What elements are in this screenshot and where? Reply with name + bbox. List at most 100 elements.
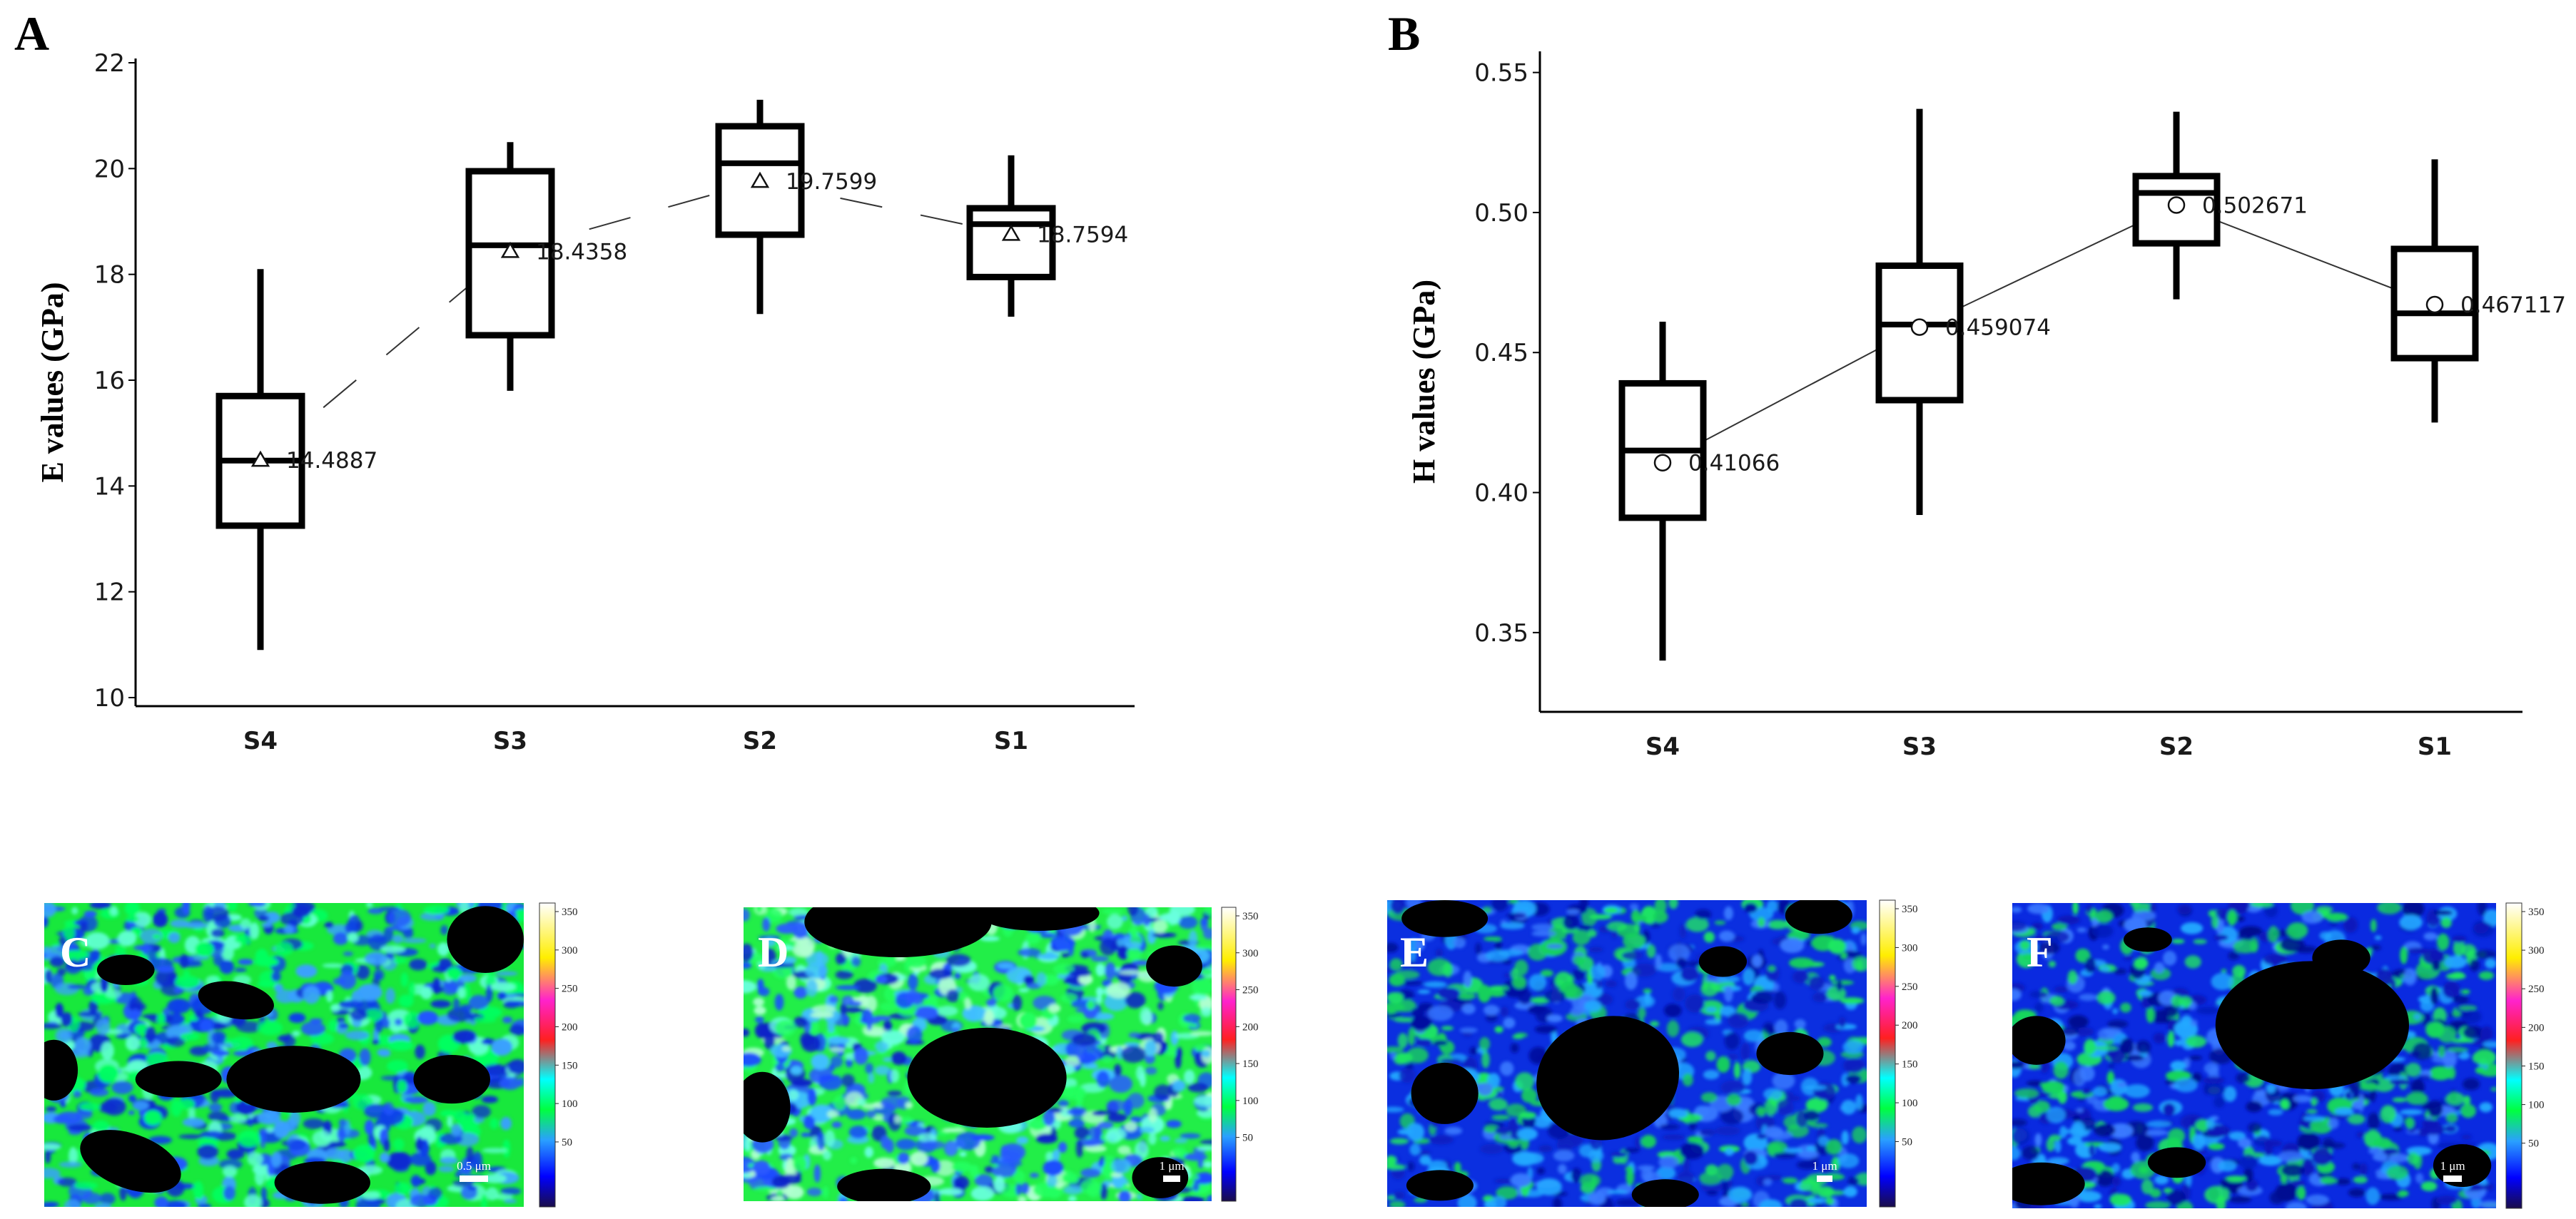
map-speckle	[823, 1186, 829, 1199]
map-speckle	[2294, 946, 2318, 954]
map-speckle	[1117, 945, 1130, 960]
map-speckle	[2418, 1074, 2431, 1081]
map-speckle	[2221, 969, 2227, 974]
map-speckle	[844, 1052, 857, 1061]
map-speckle	[2263, 953, 2288, 966]
map-speckle	[1827, 936, 1835, 941]
map-speckle	[2398, 1190, 2409, 1197]
map-speckle	[500, 1117, 512, 1131]
mean-data-label: 0.41066	[1688, 451, 1780, 476]
map-speckle	[744, 1173, 751, 1178]
map-speckle	[1433, 1040, 1448, 1046]
map-speckle	[865, 1063, 873, 1074]
map-speckle	[479, 1006, 502, 1019]
map-speckle	[2107, 1019, 2129, 1029]
map-speckle	[347, 932, 358, 943]
mean-data-label: 14.4887	[286, 448, 377, 474]
map-speckle	[1572, 930, 1591, 945]
colorbar-tick-label: 100	[2528, 1100, 2545, 1111]
map-speckle	[1052, 1148, 1060, 1162]
map-speckle	[921, 1140, 945, 1150]
map-speckle	[1457, 1194, 1477, 1207]
map-speckle	[171, 1098, 183, 1117]
y-tick-label: 0.45	[1474, 339, 1528, 367]
map-speckle	[813, 1164, 821, 1183]
map-speckle	[1634, 1136, 1643, 1150]
map-speckle	[1123, 1098, 1132, 1116]
map-speckle	[2191, 1073, 2202, 1083]
map-speckle	[1631, 909, 1641, 923]
map-speckle	[2012, 920, 2027, 932]
map-speckle	[830, 1056, 843, 1068]
map-speckle	[338, 1118, 347, 1128]
map-speckle	[1666, 1020, 1680, 1038]
map-speckle	[896, 1138, 916, 1151]
map-speckle	[891, 1051, 907, 1066]
map-speckle	[1610, 1151, 1628, 1158]
map-speckle	[1843, 1186, 1857, 1198]
map-speckle	[1706, 1190, 1718, 1196]
map-speckle	[824, 1129, 836, 1148]
map-letter: D	[758, 929, 788, 976]
map-speckle	[1700, 981, 1719, 997]
map-speckle	[2206, 1117, 2216, 1129]
mean-marker	[1653, 454, 1672, 471]
map-speckle	[132, 1101, 149, 1111]
map-speckle	[1840, 997, 1865, 1004]
map-speckle	[1091, 955, 1110, 962]
map-speckle	[1435, 948, 1444, 958]
map-speckle	[1699, 1128, 1716, 1136]
map-speckle	[851, 956, 861, 967]
map-speckle	[428, 1187, 442, 1200]
map-speckle	[336, 1017, 345, 1023]
map-speckle	[1584, 1000, 1602, 1012]
map-speckle	[286, 1138, 307, 1151]
map-speckle	[1588, 1192, 1606, 1205]
map-speckle	[1013, 1170, 1025, 1183]
map-speckle	[1048, 1004, 1061, 1013]
map-speckle	[1506, 913, 1526, 919]
map-speckle	[2094, 1046, 2119, 1051]
map-speckle	[409, 959, 427, 971]
map-speckle	[387, 1040, 414, 1051]
map-speckle	[826, 1110, 839, 1118]
map-speckle	[2405, 1092, 2428, 1105]
map-speckle	[2012, 1061, 2025, 1069]
map-speckle	[1200, 917, 1208, 926]
map-speckle	[1397, 1033, 1408, 1049]
map-speckle	[2403, 968, 2417, 986]
map-speckle	[1066, 1108, 1085, 1115]
map-speckle	[1129, 926, 1138, 937]
map-speckle	[1763, 1178, 1773, 1186]
map-speckle	[355, 964, 370, 980]
map-speckle	[2334, 1108, 2354, 1116]
map-speckle	[1860, 933, 1867, 946]
map-speckle	[1058, 1141, 1068, 1153]
map-speckle	[1192, 1182, 1200, 1192]
map-speckle	[1510, 1043, 1519, 1054]
map-speckle	[1655, 1166, 1676, 1180]
map-speckle	[1807, 1198, 1826, 1204]
map-speckle	[2393, 1126, 2403, 1131]
map-pore	[447, 906, 524, 973]
colorbar-tick-label: 250	[1902, 981, 1918, 993]
map-speckle	[1588, 914, 1613, 920]
map-speckle	[2463, 1095, 2471, 1106]
map-speckle	[211, 928, 225, 938]
map-speckle	[1165, 1046, 1179, 1056]
map-speckle	[1668, 900, 1678, 909]
map-speckle	[906, 1026, 923, 1044]
map-speckle	[937, 1006, 958, 1016]
map-speckle	[894, 1115, 901, 1123]
map-speckle	[801, 1035, 821, 1052]
map-speckle	[2193, 939, 2207, 944]
map-speckle	[2445, 1113, 2458, 1123]
map-speckle	[781, 1046, 791, 1052]
map-speckle	[1787, 930, 1810, 941]
map-speckle	[2463, 1026, 2484, 1040]
map-speckle	[1068, 969, 1092, 977]
map-speckle	[2019, 940, 2031, 951]
map-speckle	[1638, 1007, 1646, 1019]
map-speckle	[229, 1114, 247, 1123]
colorbar-tick-label: 150	[2528, 1061, 2545, 1072]
